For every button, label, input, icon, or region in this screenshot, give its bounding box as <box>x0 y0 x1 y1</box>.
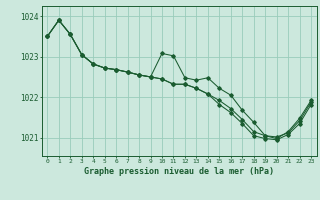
X-axis label: Graphe pression niveau de la mer (hPa): Graphe pression niveau de la mer (hPa) <box>84 167 274 176</box>
